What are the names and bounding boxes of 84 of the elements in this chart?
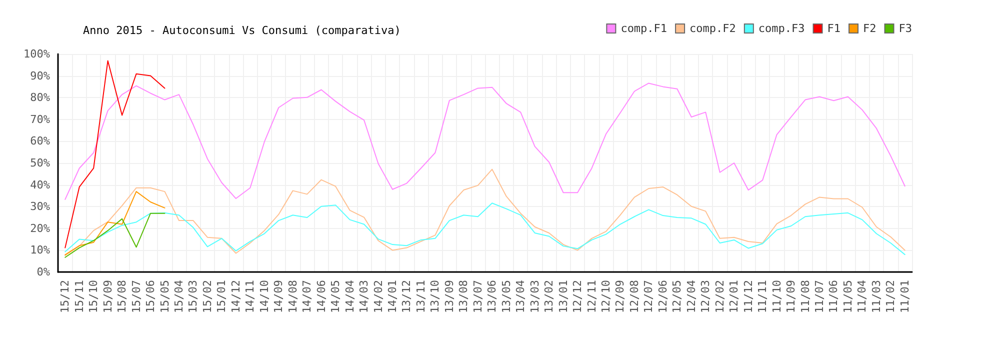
legend-label: comp.F2 <box>690 22 736 35</box>
y-tick-label: 10% <box>30 244 50 257</box>
x-tick-label: 11/04 <box>856 280 869 314</box>
x-tick-label: 12/07 <box>642 280 656 314</box>
x-tick-label: 14/09 <box>272 280 286 314</box>
x-tick-label: 12/10 <box>599 280 612 314</box>
x-tick-label: 12/11 <box>585 280 598 314</box>
legend-label: comp.F1 <box>620 22 668 35</box>
x-tick-label: 15/02 <box>200 280 214 314</box>
x-tick-label: 15/01 <box>215 280 228 314</box>
x-tick-label: 11/09 <box>784 280 798 314</box>
x-tick-label: 12/03 <box>699 280 712 314</box>
line-series <box>64 202 906 256</box>
x-tick-label: 15/05 <box>158 280 172 314</box>
x-tick-label: 14/04 <box>343 280 356 314</box>
x-tick-label: 14/11 <box>244 280 257 314</box>
x-tick-label: 15/09 <box>101 280 114 314</box>
x-tick-label: 15/11 <box>72 280 86 314</box>
x-tick-label: 13/06 <box>486 280 499 314</box>
x-tick-label: 11/02 <box>884 280 898 314</box>
x-tick-label: 13/02 <box>542 280 556 314</box>
x-tick-label: 15/10 <box>87 280 100 314</box>
x-tick-label: 11/10 <box>770 280 784 314</box>
legend-label: F2 <box>863 22 876 35</box>
x-tick-label: 13/04 <box>514 280 528 314</box>
x-tick-label: 15/07 <box>130 280 143 314</box>
y-tick-label: 20% <box>30 222 50 235</box>
x-tick-label: 13/08 <box>457 280 470 314</box>
x-tick-label: 15/04 <box>172 280 186 314</box>
y-tick-label: 60% <box>30 134 50 148</box>
x-tick-label: 12/05 <box>670 280 684 314</box>
x-tick-label: 12/01 <box>728 280 741 314</box>
x-tick-label: 11/03 <box>870 280 883 314</box>
line-series <box>64 60 166 248</box>
y-tick-label: 90% <box>30 69 50 82</box>
line-series <box>64 212 166 258</box>
x-tick-label: 12/06 <box>656 280 670 314</box>
x-tick-label: 13/12 <box>400 280 414 314</box>
x-tick-label: 15/06 <box>144 280 158 314</box>
y-tick-label: 70% <box>30 112 50 126</box>
x-tick-label: 13/01 <box>556 280 570 314</box>
x-tick-label: 11/08 <box>798 280 812 314</box>
y-tick-label: 80% <box>30 91 50 104</box>
x-tick-label: 13/10 <box>428 280 442 314</box>
line-series <box>64 168 906 256</box>
x-tick-label: 13/11 <box>414 280 428 314</box>
line-series <box>64 191 166 256</box>
x-tick-label: 15/12 <box>58 280 72 314</box>
x-tick-label: 13/09 <box>442 280 456 314</box>
x-tick-label: 13/07 <box>471 280 484 314</box>
x-tick-label: 14/05 <box>329 280 342 314</box>
y-tick-label: 50% <box>30 156 50 170</box>
y-tick-label: 100% <box>24 48 50 60</box>
legend-label: F3 <box>898 22 912 35</box>
y-tick-label: 40% <box>30 178 50 192</box>
x-tick-label: 11/01 <box>898 280 912 314</box>
x-tick-label: 11/11 <box>756 280 770 314</box>
x-tick-label: 11/12 <box>742 280 755 314</box>
x-tick-label: 13/05 <box>500 280 513 314</box>
legend-label: F1 <box>827 22 841 35</box>
chart-title: Anno 2015 - Autoconsumi Vs Consumi (comparativa) <box>83 24 401 37</box>
x-tick-label: 14/06 <box>314 280 328 314</box>
line-series <box>64 82 906 200</box>
x-tick-label: 14/08 <box>286 280 300 314</box>
x-tick-label: 12/09 <box>614 280 627 314</box>
x-tick-label: 11/07 <box>812 280 826 314</box>
x-tick-label: 14/10 <box>258 280 271 314</box>
x-tick-label: 15/08 <box>116 280 129 314</box>
x-tick-label: 12/08 <box>628 280 641 314</box>
x-tick-label: 13/03 <box>528 280 542 314</box>
x-tick-label: 12/02 <box>713 280 726 314</box>
x-tick-label: 14/01 <box>386 280 399 314</box>
x-tick-label: 14/03 <box>358 280 371 314</box>
x-tick-label: 14/07 <box>300 280 314 314</box>
x-tick-label: 14/02 <box>372 280 385 314</box>
y-tick-label: 0% <box>36 266 50 278</box>
legend-label: comp.F3 <box>758 22 805 35</box>
x-tick-label: 15/03 <box>186 280 200 314</box>
y-tick-label: 30% <box>30 200 50 214</box>
x-tick-label: 12/12 <box>571 280 584 314</box>
x-tick-label: 11/06 <box>827 280 840 314</box>
x-tick-label: 14/12 <box>229 280 242 314</box>
x-tick-label: 11/05 <box>841 280 854 314</box>
x-tick-label: 12/04 <box>684 280 698 314</box>
